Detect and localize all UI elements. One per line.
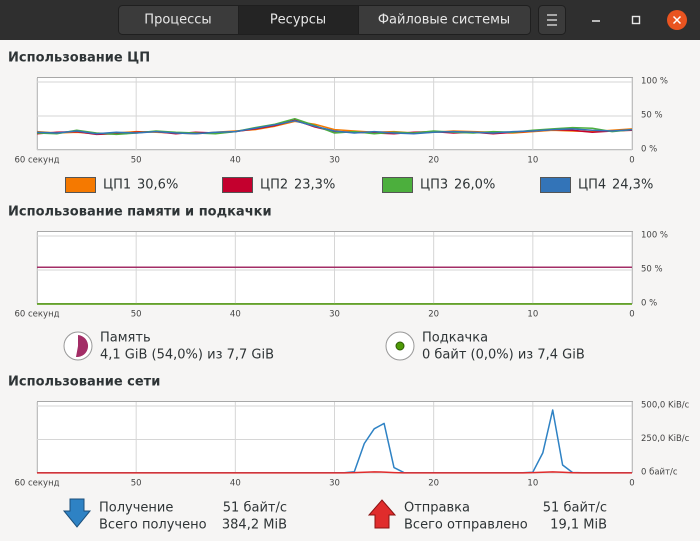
y-tick-label: 250,0 KiB/с: [641, 434, 690, 444]
section-title: Использование сети: [8, 375, 160, 390]
x-tick-label: 30: [329, 310, 340, 320]
legend-name: ЦП3: [420, 178, 448, 193]
legend-total-name: Всего отправлено: [404, 518, 528, 533]
tab[interactable]: Ресурсы: [270, 13, 326, 28]
menu-button[interactable]: [538, 5, 566, 35]
legend-value: 30,6%: [137, 178, 178, 193]
legend-detail: 4,1 GiB (54,0%) из 7,7 GiB: [100, 348, 274, 363]
series-line: [36, 120, 633, 135]
maximize-button[interactable]: [631, 15, 641, 25]
legend-icon-fill: [76, 335, 89, 358]
tab[interactable]: Файловые системы: [378, 13, 510, 28]
x-tick-label: 20: [428, 479, 439, 489]
x-tick-label: 50: [131, 156, 142, 166]
legend-name: Получение: [99, 501, 173, 516]
legend-name: ЦП2: [260, 178, 288, 193]
legend-value: 23,3%: [294, 178, 335, 193]
legend-value: 26,0%: [454, 178, 495, 193]
legend-swatch: [382, 177, 413, 193]
x-tick-label: 60 секунд: [14, 310, 59, 320]
legend-swatch: [540, 177, 571, 193]
x-tick-label: 40: [230, 479, 241, 489]
x-tick-label: 60 секунд: [14, 479, 59, 489]
x-tick-label: 10: [527, 479, 538, 489]
legend-name: Отправка: [404, 501, 470, 516]
legend-total: 384,2 MiB: [222, 518, 287, 533]
x-tick-label: 0: [629, 156, 634, 166]
y-tick-label: 50 %: [641, 265, 663, 275]
section-title: Использование ЦП: [8, 51, 150, 66]
series-line: [37, 471, 632, 474]
active-tab-bg: [239, 6, 358, 34]
x-tick-label: 30: [329, 479, 340, 489]
y-tick-label: 0 %: [641, 145, 657, 155]
y-tick-label: 500,0 KiB/с: [641, 401, 690, 411]
legend-icon-fill: [395, 341, 405, 351]
x-tick-label: 10: [527, 156, 538, 166]
legend-name: Память: [100, 331, 151, 346]
y-tick-label: 0 %: [641, 299, 657, 309]
x-tick-label: 50: [131, 479, 142, 489]
legend-arrow: [62, 498, 92, 528]
legend-swatch: [65, 177, 96, 193]
y-tick-label: 100 %: [641, 77, 668, 87]
legend-rate: 51 байт/с: [223, 501, 287, 516]
legend-name: Подкачка: [422, 331, 488, 346]
x-tick-label: 20: [428, 156, 439, 166]
x-tick-label: 60 секунд: [14, 156, 59, 166]
y-tick-label: 100 %: [641, 231, 668, 241]
x-tick-label: 50: [131, 310, 142, 320]
x-tick-label: 20: [428, 310, 439, 320]
legend-name: ЦП4: [578, 178, 606, 193]
legend-value: 24,3%: [612, 178, 653, 193]
section-title: Использование памяти и подкачки: [8, 205, 272, 220]
y-tick-label: 0 байт/с: [641, 468, 678, 478]
x-tick-label: 0: [629, 479, 634, 489]
close-button[interactable]: [667, 10, 687, 30]
tab[interactable]: Процессы: [144, 13, 211, 28]
legend-detail: 0 байт (0,0%) из 7,4 GiB: [422, 348, 585, 363]
legend-name: ЦП1: [103, 178, 131, 193]
x-tick-label: 40: [230, 156, 241, 166]
x-tick-label: 30: [329, 156, 340, 166]
legend-total-name: Всего получено: [99, 518, 207, 533]
legend-rate: 51 байт/с: [543, 501, 607, 516]
x-tick-label: 10: [527, 310, 538, 320]
legend-swatch: [222, 177, 253, 193]
legend-arrow: [367, 499, 397, 529]
legend-total: 19,1 MiB: [550, 518, 607, 533]
x-tick-label: 40: [230, 310, 241, 320]
y-tick-label: 50 %: [641, 111, 663, 121]
x-tick-label: 0: [629, 310, 634, 320]
